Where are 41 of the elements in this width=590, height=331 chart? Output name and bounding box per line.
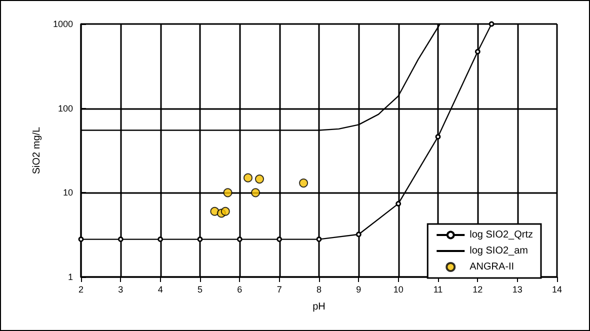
x-tick-label: 7	[276, 284, 282, 294]
legend-label: log SIO2_am	[470, 246, 528, 256]
point	[488, 21, 494, 27]
y-tick-label: 1	[68, 272, 73, 282]
point	[118, 236, 124, 242]
x-tick-label: 4	[158, 284, 163, 294]
point	[220, 206, 230, 216]
point	[210, 206, 220, 216]
x-tick-label: 11	[433, 284, 443, 294]
legend-label: ANGRA-II	[470, 262, 514, 272]
x-axis-title: pH	[312, 302, 326, 312]
point	[356, 232, 362, 238]
y-tick-label: 10	[62, 188, 73, 198]
point	[236, 236, 242, 242]
point	[255, 174, 264, 184]
point	[251, 188, 260, 198]
x-tick-label: 2	[78, 284, 84, 294]
y-tick-label: 1000	[52, 19, 73, 29]
point	[197, 236, 203, 242]
y-axis-title: SiO2 mg/L	[32, 126, 43, 174]
point	[396, 200, 402, 206]
x-tick-label: 5	[197, 284, 203, 294]
y-tick-label: 100	[58, 103, 73, 114]
point	[244, 173, 252, 182]
x-tick-label: 8	[316, 284, 322, 294]
point	[276, 236, 282, 242]
point	[78, 236, 84, 242]
point	[299, 178, 308, 188]
x-tick-label: 3	[118, 284, 124, 294]
point	[316, 236, 322, 242]
legend-label: log SIO2_Qrtz	[470, 230, 533, 240]
point	[158, 236, 164, 242]
x-tick-label: 10	[393, 284, 404, 294]
point	[435, 134, 441, 140]
point	[474, 48, 480, 54]
x-tick-label: 9	[356, 284, 362, 294]
x-tick-label: 6	[237, 284, 242, 294]
point	[223, 188, 232, 198]
x-tick-label: 13	[512, 284, 522, 294]
x-tick-label: 14	[552, 284, 562, 294]
x-tick-label: 12	[472, 284, 483, 294]
